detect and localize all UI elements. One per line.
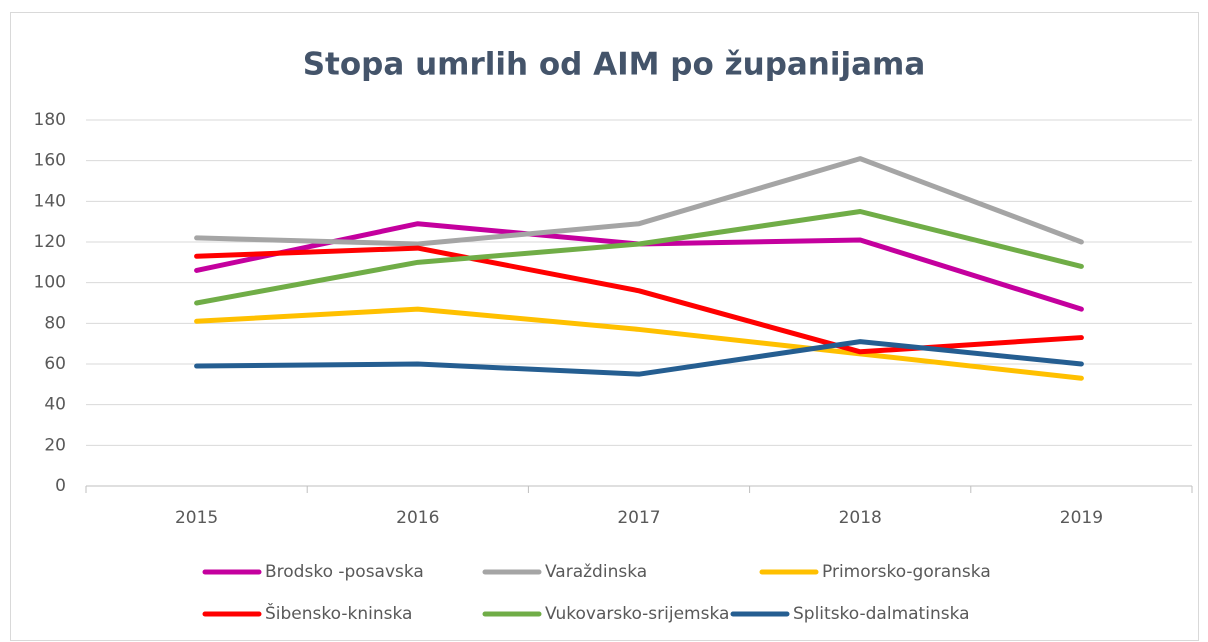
legend-label: Varaždinska [545,562,647,582]
series-line [194,156,1084,247]
legend-label: Brodsko -posavska [265,562,424,582]
y-tick-label: 0 [55,476,66,496]
x-tick-label: 2018 [839,508,882,528]
y-tick-label: 120 [34,232,66,252]
legend-label: Primorsko-goranska [822,562,991,582]
series-line [194,306,1084,381]
legend-label: Vukovarsko-srijemska [545,604,729,624]
y-tick-label: 160 [34,151,66,171]
chart-title: Stopa umrlih od AIM po županijama [303,47,926,83]
y-tick-label: 140 [34,191,66,211]
legend-label: Šibensko-kninska [265,602,412,624]
x-tick-label: 2016 [396,508,439,528]
legend-label: Splitsko-dalmatinska [793,604,970,624]
series-line [194,209,1084,306]
y-tick-label: 20 [44,435,66,455]
y-tick-label: 100 [34,273,66,293]
x-tick-label: 2019 [1060,508,1103,528]
x-tick-label: 2015 [175,508,218,528]
y-tick-label: 40 [44,395,66,415]
y-tick-label: 180 [34,110,66,130]
y-tick-label: 60 [44,354,66,374]
series-line [194,339,1084,377]
y-tick-label: 80 [44,313,66,333]
x-tick-label: 2017 [617,508,660,528]
